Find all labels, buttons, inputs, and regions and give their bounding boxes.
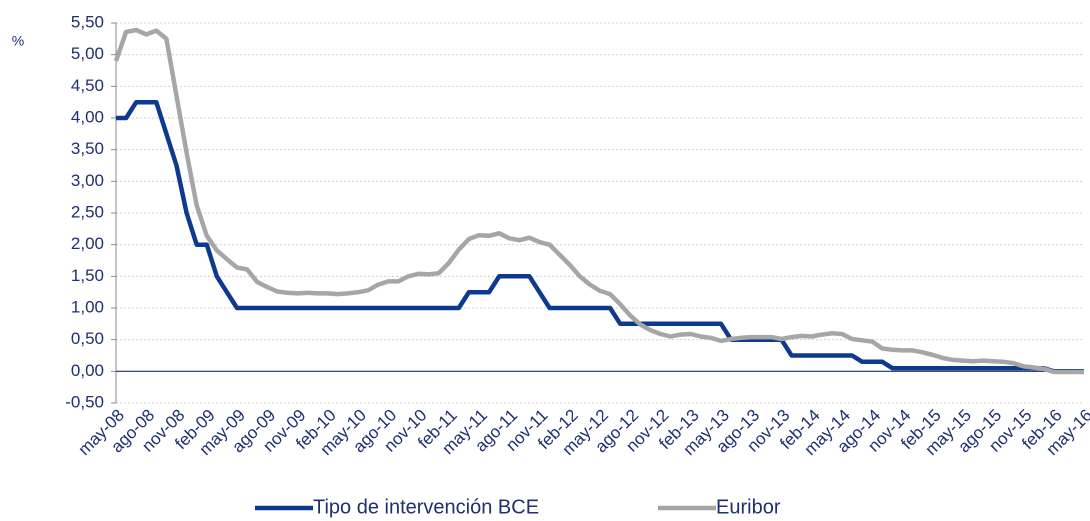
y-tick-label: 4,50 <box>71 76 104 95</box>
y-tick-label: 0,50 <box>71 329 104 348</box>
y-tick-label: 3,00 <box>71 171 104 190</box>
line-series <box>113 27 1084 375</box>
y-tick-label: 5,00 <box>71 44 104 63</box>
y-tick-label: 4,00 <box>71 107 104 126</box>
y-tick-label: 0,00 <box>71 361 104 380</box>
y-tick-label: 2,50 <box>71 202 104 221</box>
y-tick-label: 2,00 <box>71 234 104 253</box>
y-tick-label: 5,50 <box>71 12 104 31</box>
line-series <box>116 99 1084 374</box>
legend-label: Tipo de intervención BCE <box>313 496 539 518</box>
y-tick-label: 3,50 <box>71 139 104 158</box>
y-tick-label: 1,00 <box>71 297 104 316</box>
y-tick-label: 1,50 <box>71 266 104 285</box>
y-tick-label: -0,50 <box>65 392 104 411</box>
y-axis-label: % <box>12 33 24 49</box>
legend-label: Euribor <box>716 496 781 518</box>
